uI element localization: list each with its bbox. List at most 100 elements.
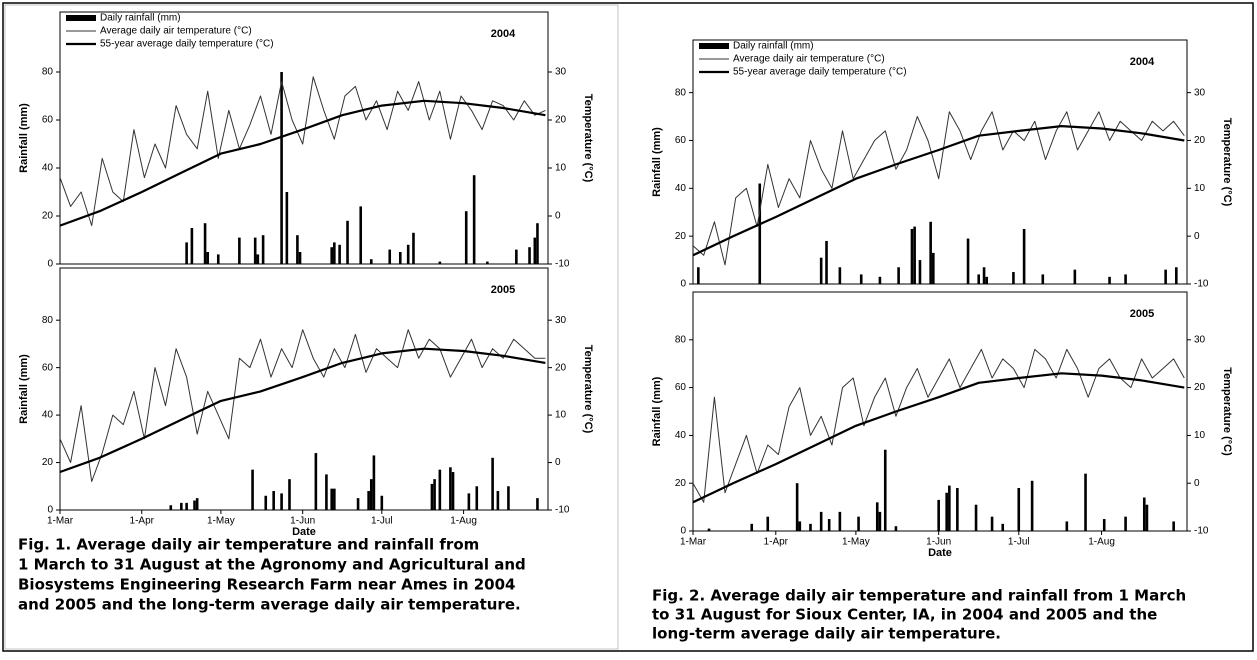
rain-bar: [1030, 480, 1034, 531]
rain-bar: [507, 486, 510, 510]
y2-tick-label: 30: [1194, 334, 1206, 345]
figure-caption: and 2005 and the long-term average daily…: [18, 596, 521, 614]
y2-tick-label: 10: [1194, 430, 1206, 441]
x-tick-label: 1-May: [842, 537, 870, 548]
x-tick-label: 1-Aug: [1088, 537, 1115, 548]
y2-tick-label: 10: [1194, 183, 1206, 194]
rain-bar: [338, 244, 341, 264]
rain-bar: [798, 521, 802, 531]
rain-bar: [948, 485, 951, 531]
rain-bar: [857, 516, 860, 531]
rain-bar: [982, 267, 986, 284]
y2-tick-label: -10: [1194, 526, 1209, 537]
long-term-temperature-line: [692, 372, 1185, 504]
rain-bar: [533, 237, 537, 264]
rain-bar: [333, 242, 336, 264]
y-tick-label: 80: [42, 315, 54, 326]
rain-bar: [766, 516, 770, 531]
y-tick-label: 80: [675, 334, 687, 345]
rain-bar: [367, 491, 370, 510]
rain-bar: [825, 240, 828, 284]
rain-bar: [697, 267, 700, 284]
y-tick-label: 60: [675, 382, 687, 393]
figure-caption: Fig. 1. Average daily air temperature an…: [18, 536, 479, 554]
rain-bar: [1041, 274, 1045, 284]
rain-bar: [1142, 497, 1146, 531]
plot-frame: [59, 267, 549, 511]
y2-tick-label: 20: [555, 362, 567, 373]
rain-bar: [346, 220, 349, 264]
panel-label: 2005: [1130, 308, 1154, 320]
y2-tick-label: 30: [555, 67, 567, 78]
figure-caption: to 31 August for Sioux Center, IA, in 20…: [652, 606, 1157, 624]
rain-bar: [325, 474, 328, 510]
x-tick-label: 1-Apr: [764, 537, 789, 548]
rain-bar: [430, 483, 434, 510]
rain-bar: [758, 183, 762, 284]
rain-bar: [990, 516, 994, 531]
y2-tick-label: 0: [1194, 231, 1200, 242]
y2-tick-label: 0: [1194, 478, 1200, 489]
rain-bar: [280, 493, 283, 510]
rain-bar: [966, 238, 970, 284]
rain-bar: [838, 511, 842, 531]
rain-bar: [190, 228, 194, 264]
rain-bar: [433, 479, 436, 510]
rain-bar: [238, 237, 241, 264]
y2-tick-label: 20: [555, 115, 567, 126]
rain-bar: [1017, 487, 1021, 531]
rain-bar: [1145, 504, 1149, 531]
rain-bar: [356, 498, 360, 510]
rain-bar: [253, 237, 257, 264]
plot-frame: [59, 11, 549, 265]
y2-axis-label: Temperature (°C): [1221, 367, 1233, 456]
rain-bar: [449, 467, 452, 510]
rain-bar: [1012, 272, 1015, 284]
daily-temperature-line: [692, 111, 1185, 266]
y2-tick-label: 0: [555, 211, 561, 222]
rain-bar: [536, 223, 539, 264]
rain-bar: [894, 526, 898, 531]
y2-tick-label: 20: [1194, 382, 1206, 393]
legend-label: 55-year average daily temperature (°C): [733, 67, 907, 78]
y-tick-label: 40: [42, 163, 54, 174]
rain-bar: [296, 235, 299, 264]
rain-bar: [185, 502, 188, 510]
long-term-temperature-line: [692, 125, 1185, 257]
y-tick-label: 0: [680, 526, 686, 537]
daily-temperature-line: [59, 76, 546, 227]
rain-bar: [438, 469, 442, 510]
rain-bar: [272, 491, 275, 510]
rain-bar: [264, 495, 268, 510]
rain-bar: [298, 252, 302, 264]
rain-bar: [193, 500, 196, 510]
rain-bar: [897, 267, 900, 284]
x-tick-label: 1-Aug: [450, 516, 477, 527]
rain-bar: [496, 491, 500, 510]
rain-bar: [932, 252, 935, 284]
rain-bar: [280, 72, 283, 264]
rain-bar: [406, 244, 410, 264]
y-tick-label: 60: [42, 115, 54, 126]
rain-bar: [1108, 276, 1111, 284]
rain-bar: [1102, 519, 1106, 531]
y-axis-label: Rainfall (mm): [18, 103, 30, 173]
legend-label: Average daily air temperature (°C): [100, 26, 252, 37]
rain-bar: [380, 495, 384, 510]
long-term-temperature-line: [59, 99, 546, 227]
figure-1-frame: [4, 4, 619, 650]
rain-bar: [398, 252, 402, 264]
x-tick-label: 1-Jun: [926, 537, 951, 548]
rain-bar: [918, 260, 922, 284]
legend-swatch: [699, 43, 729, 49]
rain-bar: [475, 486, 479, 510]
rain-bar: [203, 223, 207, 264]
y-tick-label: 40: [42, 410, 54, 421]
rain-bar: [859, 274, 863, 284]
y2-tick-label: -10: [555, 259, 570, 270]
x-tick-label: 1-Jun: [290, 516, 315, 527]
rain-bar: [261, 235, 265, 264]
rain-bar: [827, 519, 831, 531]
rain-bar: [1124, 516, 1127, 531]
